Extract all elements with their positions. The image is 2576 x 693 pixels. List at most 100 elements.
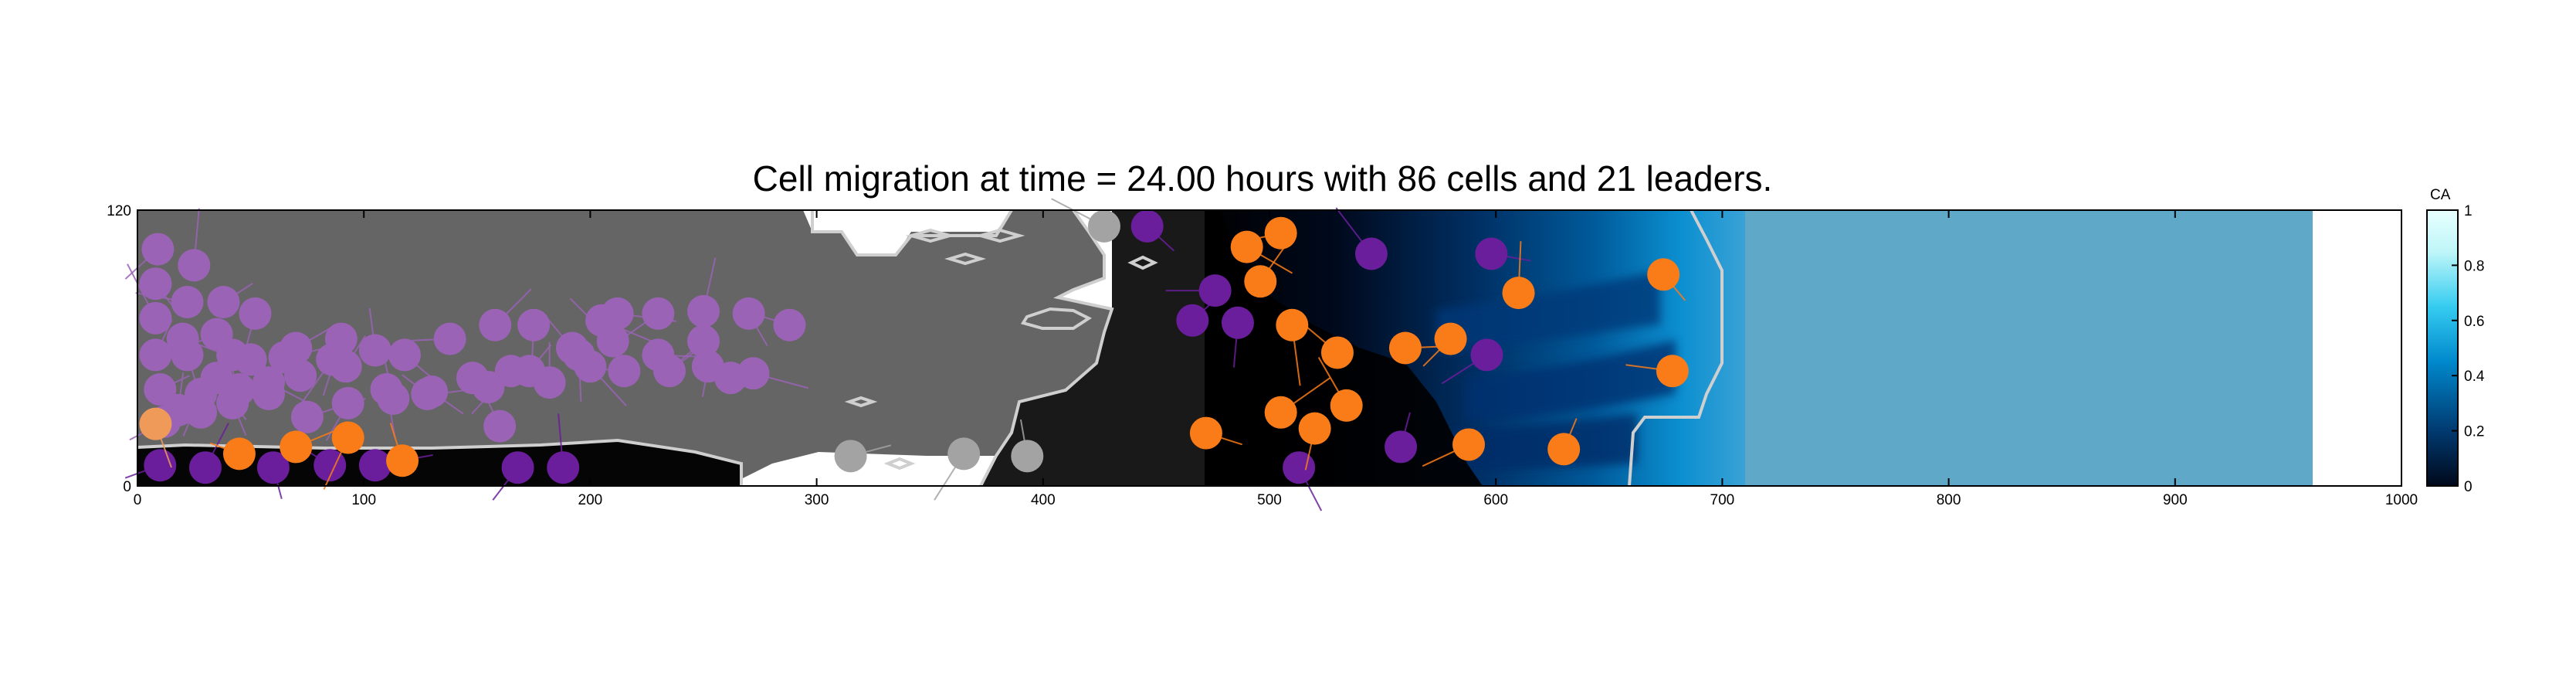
colorbar-tick-label: 0.4 — [2464, 369, 2485, 385]
cell-follower-point — [284, 359, 317, 392]
cell-follower-point — [139, 301, 172, 335]
colorbar-tick-label: 1 — [2464, 203, 2473, 219]
cell-follower-dark-point — [501, 451, 534, 484]
colorbar-tick-label: 0.2 — [2464, 424, 2484, 440]
cell-follower-point — [329, 350, 362, 383]
cell-follower-dark-point — [358, 449, 391, 482]
x-tick-label: 700 — [1710, 492, 1735, 508]
cell-follower-dark-point — [1475, 237, 1508, 270]
colorbar-label: CA — [2430, 187, 2451, 203]
cell-follower-dark-point — [256, 451, 290, 484]
x-tick-label: 0 — [134, 492, 142, 508]
cell-leader-point — [1656, 355, 1689, 388]
cell-follower-dark-point — [1130, 209, 1164, 243]
cell-follower-point — [324, 322, 358, 355]
y-tick-label: 120 — [107, 203, 131, 219]
cell-leader-point — [222, 437, 256, 470]
cell-points — [124, 198, 1689, 511]
colorbar-tick-label: 0.8 — [2464, 258, 2484, 274]
cell-leader-point — [386, 444, 419, 477]
cell-follower-point — [687, 324, 720, 358]
cell-follower-point — [178, 249, 211, 282]
cell-leader-point — [1388, 331, 1422, 365]
cell-inactive-point — [1087, 209, 1120, 243]
cell-follower-point — [331, 386, 364, 420]
cell-leader-point — [1298, 412, 1331, 445]
cell-inactive-point — [947, 437, 981, 470]
cell-leader-point — [1434, 322, 1467, 355]
cell-follower-dark-point — [1176, 304, 1209, 337]
x-tick-label: 1000 — [2385, 492, 2418, 508]
cell-follower-point — [388, 338, 421, 372]
cell-follower-dark-point — [1470, 338, 1503, 372]
cell-follower-dark-point — [1354, 237, 1388, 270]
cell-follower-point — [139, 267, 172, 301]
cell-follower-point — [479, 308, 512, 341]
cell-leader-point — [331, 421, 364, 454]
cell-follower-dark-point — [547, 451, 580, 484]
cell-leader-point — [1230, 230, 1263, 263]
cell-follower-point — [472, 371, 505, 404]
cell-follower-dark-point — [314, 449, 347, 482]
colorbar-tick-label: 0 — [2464, 479, 2473, 495]
cell-follower-dark-point — [188, 451, 222, 484]
cell-follower-point — [377, 382, 410, 415]
cell-leader-point — [1647, 258, 1680, 291]
cell-follower-point — [290, 400, 324, 433]
cell-follower-point — [200, 362, 233, 395]
cell-follower-point — [139, 338, 172, 372]
x-tick-label: 300 — [805, 492, 829, 508]
cell-follower-point — [171, 338, 204, 372]
cell-follower-dark-point — [1221, 306, 1254, 339]
cell-follower-point — [608, 355, 641, 388]
colorbar-tick-label: 0.6 — [2464, 314, 2484, 330]
cell-leader-point — [280, 430, 313, 464]
colorbar-gradient — [2426, 209, 2459, 487]
cell-leader-light-point — [139, 407, 172, 440]
x-tick-label: 800 — [1937, 492, 1961, 508]
plot-area — [137, 210, 2401, 486]
colorbar-ticks: 0 0.2 0.4 0.6 0.8 1 — [2452, 203, 2485, 495]
cell-follower-point — [585, 304, 619, 337]
cell-follower-point — [687, 294, 720, 328]
cell-follower-point — [171, 286, 204, 318]
cell-follower-point — [207, 286, 240, 318]
cell-follower-dark-point — [1283, 451, 1316, 484]
cell-follower-point — [234, 343, 267, 376]
cell-follower-point — [773, 308, 806, 341]
colorbar: CA 0 0.2 0.4 0.6 0.8 1 — [2426, 187, 2485, 495]
cell-leader-point — [1502, 277, 1535, 310]
x-tick-label: 100 — [351, 492, 376, 508]
cell-follower-point — [517, 308, 551, 341]
cell-inactive-point — [834, 440, 867, 473]
cell-follower-point — [141, 233, 175, 266]
cell-follower-point — [513, 355, 546, 388]
cell-follower-point — [433, 322, 466, 355]
cell-leader-point — [1244, 265, 1277, 298]
cell-follower-dark-point — [1198, 274, 1232, 307]
cell-leader-point — [1276, 308, 1309, 341]
concentration-channels — [1436, 270, 1676, 473]
cell-follower-point — [280, 331, 313, 365]
cell-follower-point — [732, 297, 765, 330]
cell-leader-point — [1264, 396, 1297, 429]
cell-leader-point — [1320, 336, 1354, 369]
axis-ticks: 0 100 200 300 400 500 600 700 800 900 1000 0 120 — [107, 203, 2418, 508]
cell-follower-dark-point — [144, 449, 177, 482]
cell-follower-point — [642, 338, 675, 372]
cell-follower-point — [358, 334, 391, 367]
cell-follower-point — [415, 375, 449, 409]
chart-title: Cell migration at time = 24.00 hours wit… — [753, 158, 1773, 199]
cell-follower-point — [239, 297, 272, 330]
cell-follower-point — [642, 297, 675, 330]
x-tick-label: 900 — [2163, 492, 2188, 508]
concentration-plateau — [1691, 210, 2313, 486]
x-tick-label: 500 — [1257, 492, 1282, 508]
cell-follower-point — [253, 378, 286, 410]
cell-follower-point — [562, 338, 595, 372]
cell-follower-dark-point — [1385, 430, 1418, 464]
cell-follower-point — [483, 409, 517, 443]
cell-leader-point — [1452, 428, 1486, 461]
x-tick-label: 400 — [1031, 492, 1056, 508]
